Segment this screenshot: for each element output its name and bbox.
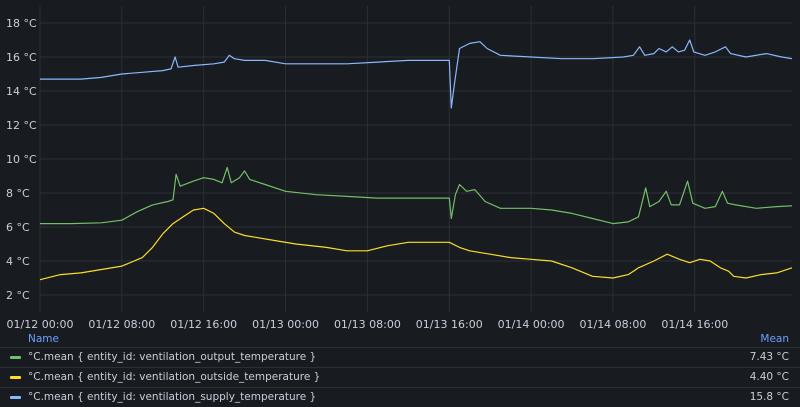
y-tick-label: 12 °C [6, 119, 37, 132]
legend-header-name[interactable]: Name [28, 333, 59, 345]
legend-series-name[interactable]: °C.mean { entity_id: ventilation_outside… [28, 371, 321, 383]
x-tick-label: 01/12 00:00 [7, 318, 74, 330]
y-tick-label: 10 °C [6, 153, 37, 166]
series-color-swatch [10, 376, 21, 379]
y-tick-label: 14 °C [6, 85, 37, 98]
x-tick-label: 01/14 08:00 [579, 318, 646, 330]
y-tick-label: 2 °C [6, 289, 30, 302]
series-line[interactable] [40, 166, 793, 225]
legend-row[interactable]: °C.mean { entity_id: ventilation_outside… [0, 367, 800, 387]
x-tick-label: 01/12 08:00 [88, 318, 155, 330]
legend-series-name[interactable]: °C.mean { entity_id: ventilation_output_… [28, 351, 317, 363]
legend-series-name[interactable]: °C.mean { entity_id: ventilation_supply_… [28, 391, 317, 403]
series-lines [39, 39, 793, 281]
x-tick-label: 01/13 00:00 [252, 318, 319, 330]
series-line[interactable] [39, 207, 793, 281]
y-tick-label: 18 °C [6, 17, 37, 30]
legend-series-mean: 15.8 °C [749, 391, 789, 403]
legend-header: Name Mean [0, 331, 800, 347]
y-tick-label: 8 °C [6, 187, 30, 200]
series-line[interactable] [40, 39, 793, 109]
time-series-chart: 18 °C 16 °C 14 °C 12 °C 10 °C 8 °C 6 °C 4 °C 2 °… [6, 6, 793, 330]
legend-row[interactable]: °C.mean { entity_id: ventilation_output_… [0, 347, 800, 367]
y-tick-label: 6 °C [6, 221, 30, 234]
legend-header-mean[interactable]: Mean [760, 333, 789, 345]
legend-series-mean: 4.40 °C [749, 371, 789, 383]
y-axis: 18 °C 16 °C 14 °C 12 °C 10 °C 8 °C 6 °C 4 °C 2 °… [6, 17, 37, 302]
x-tick-label: 01/13 08:00 [334, 318, 401, 330]
y-tick-label: 4 °C [6, 255, 30, 268]
x-tick-label: 01/14 00:00 [498, 318, 565, 330]
series-color-swatch [10, 396, 21, 399]
x-tick-label: 01/14 16:00 [661, 318, 728, 330]
y-tick-label: 16 °C [6, 51, 37, 64]
x-axis: 01/12 00:00 01/12 08:00 01/12 16:00 01/13 0… [7, 318, 729, 330]
legend-series-mean: 7.43 °C [749, 351, 789, 363]
legend-row[interactable]: °C.mean { entity_id: ventilation_supply_… [0, 387, 800, 407]
x-tick-label: 01/13 16:00 [416, 318, 483, 330]
grid [39, 6, 792, 312]
series-color-swatch [10, 356, 21, 359]
x-tick-label: 01/12 16:00 [170, 318, 237, 330]
legend-table: Name Mean °C.mean { entity_id: ventilati… [0, 331, 800, 407]
